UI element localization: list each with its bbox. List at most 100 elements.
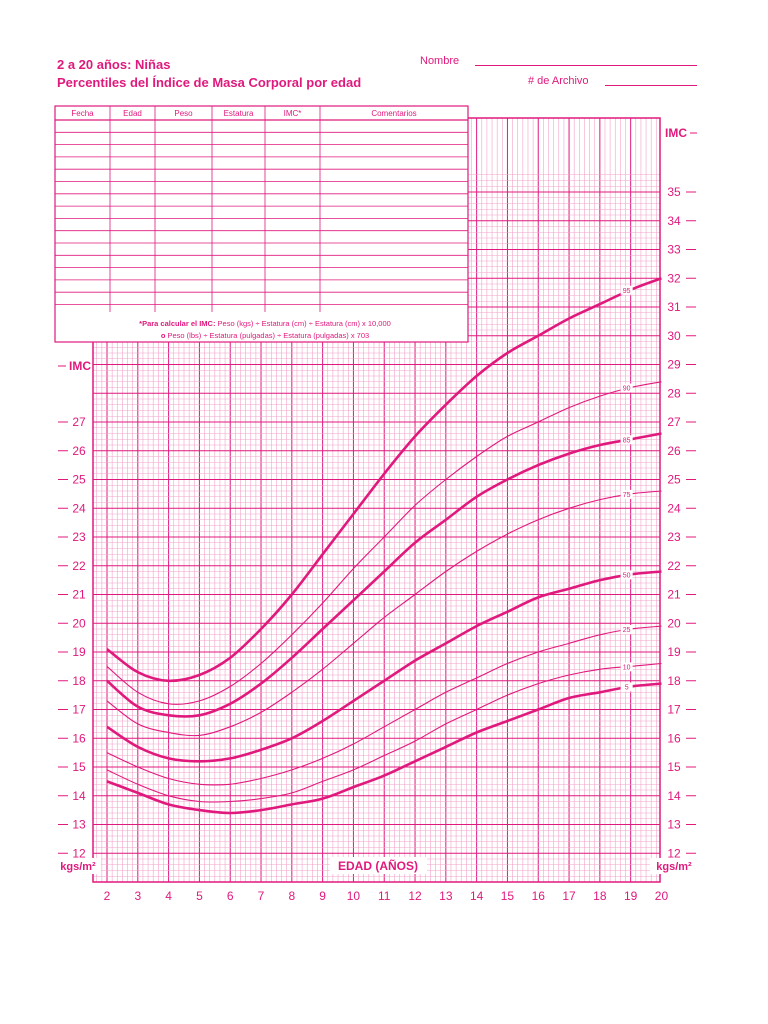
formula-line2: o Peso (lbs) ÷ Estatura (pulgadas) ÷ Est… xyxy=(161,331,369,340)
y-tick-right-13: 13 xyxy=(667,818,681,832)
x-tick-6: 6 xyxy=(227,889,234,903)
percentile-label-75: 75 xyxy=(623,492,631,499)
y-tick-bg-left xyxy=(68,616,92,630)
percentile-label-10: 10 xyxy=(623,664,631,671)
y-tick-bg-left xyxy=(68,760,92,773)
x-tick-10: 10 xyxy=(347,889,361,903)
imc-label-right: IMC xyxy=(665,126,687,140)
y-tick-right-31: 31 xyxy=(667,300,681,314)
y-tick-bg-right xyxy=(662,472,686,486)
x-tick-2: 2 xyxy=(104,889,111,903)
percentile-label-95: 95 xyxy=(623,288,631,295)
y-tick-left-19: 19 xyxy=(72,645,86,659)
table-header-3: Estatura xyxy=(224,109,254,118)
y-tick-left-22: 22 xyxy=(72,559,86,573)
y-tick-right-22: 22 xyxy=(667,559,681,573)
x-tick-3: 3 xyxy=(134,889,141,903)
unit-label-right: kgs/m² xyxy=(656,861,692,873)
x-tick-12: 12 xyxy=(408,889,422,903)
x-axis-title: EDAD (AÑOS) xyxy=(338,858,418,873)
table-header-4: IMC* xyxy=(284,109,302,118)
y-tick-left-20: 20 xyxy=(72,616,86,630)
percentile-label-bg-10 xyxy=(620,662,633,672)
y-tick-left-27: 27 xyxy=(72,415,86,429)
percentile-curve-75 xyxy=(106,490,662,737)
x-tick-19: 19 xyxy=(624,889,638,903)
y-tick-bg-left xyxy=(68,817,92,831)
record-field[interactable] xyxy=(605,85,697,86)
y-tick-right-18: 18 xyxy=(667,674,681,688)
name-label: Nombre xyxy=(420,55,460,67)
x-tick-13: 13 xyxy=(439,889,453,903)
x-tick-18: 18 xyxy=(593,889,607,903)
y-tick-bg-right xyxy=(662,645,686,658)
y-tick-bg-left xyxy=(68,472,92,486)
y-tick-right-35: 35 xyxy=(667,185,681,199)
y-tick-right-20: 20 xyxy=(667,616,681,630)
y-tick-bg-left xyxy=(68,788,92,802)
y-tick-bg-right xyxy=(662,702,686,716)
percentile-label-25: 25 xyxy=(623,627,631,634)
y-tick-right-21: 21 xyxy=(667,588,681,602)
y-tick-bg-left xyxy=(68,530,92,543)
y-tick-right-26: 26 xyxy=(667,444,681,458)
y-tick-bg-left xyxy=(68,731,92,745)
percentile-label-5: 5 xyxy=(625,685,629,692)
y-tick-bg-right xyxy=(662,673,686,687)
x-tick-7: 7 xyxy=(258,889,265,903)
y-tick-bg-right xyxy=(662,213,686,227)
y-tick-bg-right xyxy=(662,817,686,831)
y-tick-right-15: 15 xyxy=(667,760,681,774)
table-header-5: Comentarios xyxy=(371,109,416,118)
y-tick-left-25: 25 xyxy=(72,473,86,487)
y-tick-bg-right xyxy=(662,530,686,543)
percentile-label-bg-5 xyxy=(620,682,633,692)
y-tick-bg-left xyxy=(68,673,92,687)
percentile-label-bg-25 xyxy=(620,625,633,634)
y-tick-right-33: 33 xyxy=(667,243,681,257)
y-tick-right-27: 27 xyxy=(667,415,681,429)
y-tick-bg-left xyxy=(68,587,92,601)
y-tick-bg-left xyxy=(68,702,92,716)
table-header-0: Fecha xyxy=(71,109,94,118)
y-tick-left-14: 14 xyxy=(72,789,86,803)
percentile-curves: 95 90 85 75 50 25 10 5 xyxy=(106,277,662,815)
record-table-background xyxy=(54,105,469,343)
y-tick-bg-left xyxy=(68,645,92,658)
y-tick-left-17: 17 xyxy=(72,703,86,717)
y-tick-right-28: 28 xyxy=(667,386,681,400)
x-tick-20: 20 xyxy=(655,889,669,903)
y-tick-right-24: 24 xyxy=(667,501,681,515)
y-tick-right-25: 25 xyxy=(667,473,681,487)
y-tick-bg-right xyxy=(662,386,686,400)
y-tick-bg-right xyxy=(662,731,686,745)
name-field[interactable] xyxy=(475,65,697,66)
chart-title-line2: Percentiles del Índice de Masa Corporal … xyxy=(57,75,362,90)
y-tick-bg-right xyxy=(662,501,686,515)
y-tick-bg-left xyxy=(68,443,92,457)
record-label: # de Archivo xyxy=(528,75,589,87)
percentile-label-90: 90 xyxy=(623,386,631,393)
unit-bg-right xyxy=(650,858,698,874)
chart-title-line1: 2 a 20 años: Niñas xyxy=(57,57,171,72)
x-tick-17: 17 xyxy=(562,889,576,903)
chart-axes: 1213141516171819202122232425262712131415… xyxy=(57,126,698,903)
x-tick-4: 4 xyxy=(165,889,172,903)
x-tick-5: 5 xyxy=(196,889,203,903)
percentile-curve-95 xyxy=(106,277,662,683)
y-tick-bg-right xyxy=(662,558,686,572)
y-tick-bg-right xyxy=(662,300,686,313)
percentile-curve-5 xyxy=(106,682,662,815)
y-tick-bg-right xyxy=(662,443,686,457)
y-tick-bg-left xyxy=(68,415,92,428)
y-tick-right-32: 32 xyxy=(667,271,681,285)
table-header-2: Peso xyxy=(174,109,193,118)
record-table: Fecha Edad Peso Estatura IMC* Comentarios xyxy=(55,106,468,312)
y-tick-bg-right xyxy=(662,271,686,285)
y-tick-left-15: 15 xyxy=(72,760,86,774)
imc-label-left: IMC xyxy=(69,359,91,373)
percentile-label-bg-75 xyxy=(620,489,633,499)
formula-line1: *Para calcular el IMC: Peso (kgs) ÷ Esta… xyxy=(139,319,391,328)
percentile-label-bg-95 xyxy=(620,285,633,295)
